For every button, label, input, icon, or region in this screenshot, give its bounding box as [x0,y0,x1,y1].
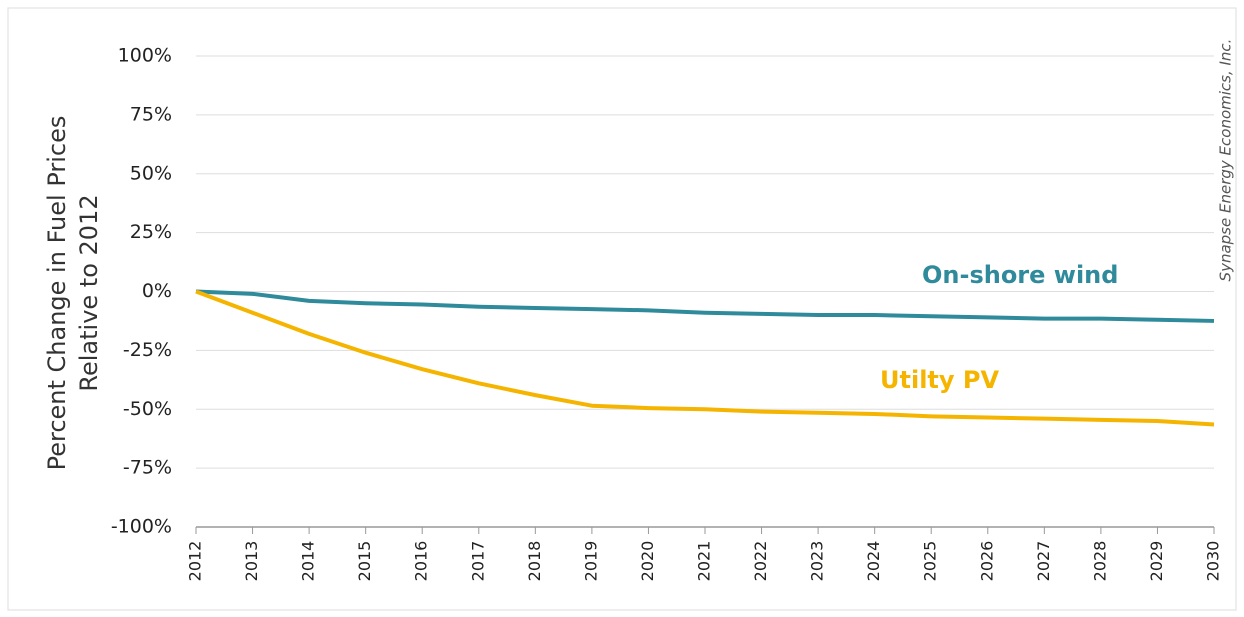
x-tick-label: 2027 [1034,541,1053,582]
y-tick-label: 50% [130,162,172,184]
y-tick-label: -50% [123,398,172,420]
y-tick-label: -25% [123,339,172,361]
y-tick-label: -100% [111,516,172,538]
x-tick-label: 2019 [581,541,600,582]
x-tick-label: 2015 [355,541,374,582]
y-tick-label: 100% [118,45,172,67]
x-tick-label: 2017 [468,541,487,582]
series-line [195,289,1215,427]
x-tick-label: 2020 [638,541,657,582]
x-tick-label: 2021 [695,541,714,582]
x-tick-label: 2023 [808,541,827,582]
y-tick-label: 0% [142,280,172,302]
series-label: On-shore wind [922,261,1118,289]
x-tick-label: 2028 [1090,541,1109,582]
y-tick-label: 25% [130,221,172,243]
x-tick-label: 2024 [864,541,883,582]
y-tick-label: -75% [123,457,172,479]
x-tick-label: 2026 [977,541,996,582]
y-axis-label: Percent Change in Fuel Prices [43,116,71,471]
series-line [195,289,1215,323]
x-tick-label: 2029 [1147,541,1166,582]
frame [7,7,1237,611]
x-tick-label: 2018 [525,541,544,582]
x-tick-label: 2012 [186,541,205,582]
x-tick-label: 2025 [921,541,940,582]
x-tick-label: 2014 [299,541,318,582]
x-tick-label: 2016 [412,541,431,582]
x-tick-label: 2013 [242,541,261,582]
y-axis-label: Relative to 2012 [75,194,103,391]
y-tick-label: 75% [130,103,172,125]
x-tick-label: 2022 [751,541,770,582]
credit: Synapse Energy Economics, Inc. [1217,39,1235,282]
series-label: Utilty PV [880,366,999,394]
x-tick-label: 2030 [1204,541,1223,582]
